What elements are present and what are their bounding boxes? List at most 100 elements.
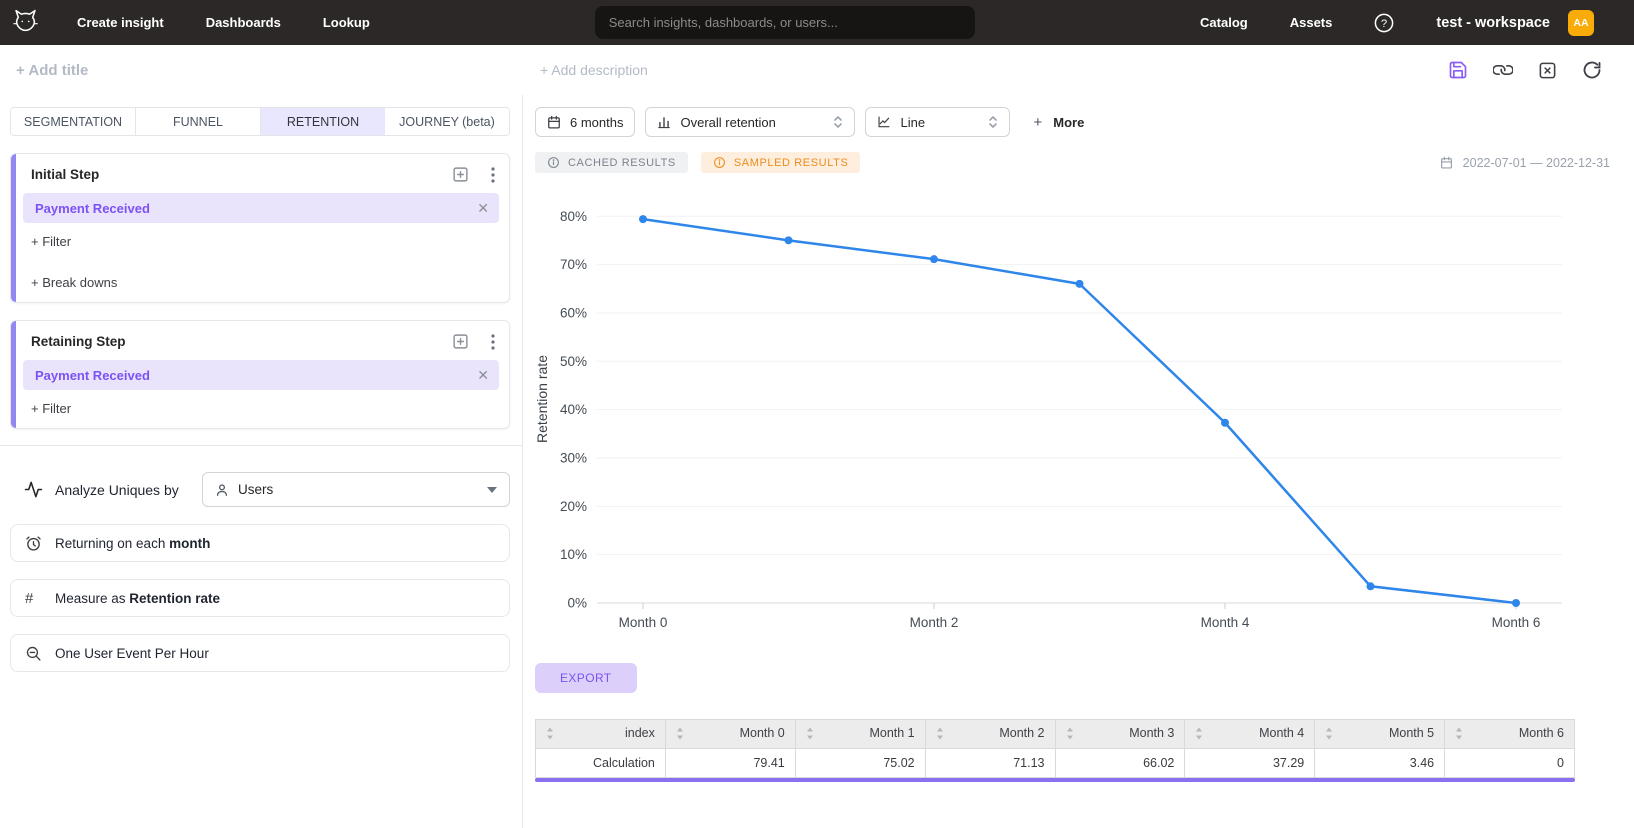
table-cell: 0 bbox=[1444, 748, 1575, 778]
column-header[interactable]: Month 2 bbox=[924, 719, 1056, 749]
export-button[interactable]: EXPORT bbox=[535, 663, 637, 693]
table-cell: 3.46 bbox=[1314, 748, 1446, 778]
sort-icon[interactable] bbox=[1066, 727, 1074, 743]
nav-dashboards[interactable]: Dashboards bbox=[205, 15, 281, 30]
insight-titlebar: + Add title + Add description bbox=[0, 45, 1634, 95]
table-cell: 66.02 bbox=[1054, 748, 1186, 778]
step-title: Initial Step bbox=[31, 167, 100, 182]
svg-text:70%: 70% bbox=[560, 257, 587, 272]
add-title-button[interactable]: + Add title bbox=[16, 61, 89, 79]
tab-segmentation[interactable]: SEGMENTATION bbox=[11, 108, 136, 135]
add-filter-button[interactable]: + Filter bbox=[31, 234, 72, 249]
retention-type-value: Overall retention bbox=[680, 114, 776, 130]
table-cell: Calculation bbox=[535, 748, 666, 778]
remove-event-icon[interactable]: ✕ bbox=[477, 367, 489, 383]
retention-type-select[interactable]: Overall retention bbox=[645, 107, 856, 137]
event-name: Payment Received bbox=[35, 367, 150, 383]
column-header[interactable]: Month 5 bbox=[1314, 719, 1446, 749]
table-row: Calculation 79.41 75.02 71.13 66.02 37.29 3.46… bbox=[535, 748, 1575, 778]
clear-icon[interactable] bbox=[1538, 61, 1557, 80]
app-logo[interactable] bbox=[12, 7, 39, 39]
add-event-icon[interactable] bbox=[452, 166, 469, 183]
analyze-uniques-label: Analyze Uniques by bbox=[55, 481, 179, 498]
add-breakdowns-button[interactable]: + Break downs bbox=[31, 275, 118, 290]
save-icon[interactable] bbox=[1448, 60, 1468, 80]
retaining-step-header: Retaining Step bbox=[11, 321, 509, 358]
tab-journey[interactable]: JOURNEY (beta) bbox=[385, 108, 509, 135]
measure-as-option[interactable]: # Measure as Retention rate bbox=[10, 579, 510, 617]
add-description-button[interactable]: + Add description bbox=[540, 62, 648, 78]
user-icon bbox=[215, 483, 229, 497]
retention-chart[interactable]: 0% 10% 20% 30% 40% 50% 60% 70% 80% Month 0 Month 2… bbox=[533, 177, 1578, 649]
nav-lookup[interactable]: Lookup bbox=[322, 15, 370, 30]
table-cell: 37.29 bbox=[1184, 748, 1316, 778]
one-event-per-hour-option[interactable]: One User Event Per Hour bbox=[10, 634, 510, 672]
cat-logo-icon bbox=[12, 7, 39, 39]
analyze-entity-select[interactable]: Users bbox=[202, 472, 510, 507]
nav-catalog[interactable]: Catalog bbox=[1200, 15, 1248, 30]
returning-on-option[interactable]: Returning on each month bbox=[10, 524, 510, 562]
chevron-down-icon bbox=[487, 486, 497, 493]
secondary-nav: Catalog Assets ? test - workspace AA bbox=[1200, 9, 1594, 36]
analyze-uniques-row: Analyze Uniques by Users bbox=[10, 472, 510, 507]
card-accent-bar bbox=[11, 154, 16, 302]
tab-funnel[interactable]: FUNNEL bbox=[136, 108, 261, 135]
chevrons-updown-icon bbox=[988, 115, 998, 129]
retaining-step-card: Retaining Step Payment Received ✕ + Filt… bbox=[10, 320, 510, 429]
avatar[interactable]: AA bbox=[1568, 9, 1594, 36]
table-scrollbar[interactable] bbox=[535, 778, 1575, 782]
column-label: Month 4 bbox=[1259, 725, 1305, 740]
column-label: Month 6 bbox=[1518, 725, 1564, 740]
more-button[interactable]: + More bbox=[1033, 114, 1084, 131]
column-header[interactable]: Month 3 bbox=[1054, 719, 1186, 749]
add-filter-button[interactable]: + Filter bbox=[31, 401, 72, 416]
tab-retention[interactable]: RETENTION bbox=[261, 108, 385, 135]
sort-icon[interactable] bbox=[806, 727, 814, 743]
results-table-head: index Month 0 Month 1 Month 2 Month 3 Month 4… bbox=[535, 719, 1575, 749]
svg-text:Month 2: Month 2 bbox=[910, 615, 959, 630]
sort-icon[interactable] bbox=[1325, 727, 1333, 743]
kebab-menu-icon[interactable] bbox=[491, 333, 495, 350]
column-header[interactable]: Month 4 bbox=[1184, 719, 1316, 749]
column-header[interactable]: index bbox=[535, 719, 666, 749]
nav-assets[interactable]: Assets bbox=[1289, 15, 1333, 30]
svg-text:Retention rate: Retention rate bbox=[534, 355, 550, 443]
sort-icon[interactable] bbox=[1195, 727, 1203, 743]
search-input[interactable] bbox=[594, 6, 975, 39]
chart-controls: 6 months Overall retention bbox=[533, 107, 1620, 137]
column-label: Month 1 bbox=[869, 725, 915, 740]
column-header[interactable]: Month 0 bbox=[664, 719, 796, 749]
chart-type-select[interactable]: Line bbox=[865, 107, 1011, 137]
column-header[interactable]: Month 1 bbox=[794, 719, 926, 749]
main-content: SEGMENTATION FUNNEL RETENTION JOURNEY (b… bbox=[0, 95, 1634, 828]
sort-icon[interactable] bbox=[546, 727, 554, 743]
refresh-icon[interactable] bbox=[1582, 60, 1602, 80]
global-search bbox=[594, 6, 975, 39]
query-builder-panel: SEGMENTATION FUNNEL RETENTION JOURNEY (b… bbox=[0, 95, 523, 828]
event-pill[interactable]: Payment Received ✕ bbox=[23, 360, 499, 390]
retention-chart-area: 0% 10% 20% 30% 40% 50% 60% 70% 80% Month 0 Month 2… bbox=[533, 177, 1620, 649]
column-label: Month 5 bbox=[1388, 725, 1435, 740]
sort-icon[interactable] bbox=[1455, 727, 1463, 743]
kebab-menu-icon[interactable] bbox=[491, 166, 495, 183]
help-icon[interactable]: ? bbox=[1374, 13, 1394, 33]
primary-nav: Create insight Dashboards Lookup bbox=[77, 15, 370, 30]
top-navbar: Create insight Dashboards Lookup Catalog… bbox=[0, 0, 1634, 45]
nav-create-insight[interactable]: Create insight bbox=[77, 15, 164, 30]
date-window-button[interactable]: 6 months bbox=[535, 107, 636, 137]
svg-text:80%: 80% bbox=[560, 209, 587, 224]
sort-icon[interactable] bbox=[676, 727, 684, 743]
sort-icon[interactable] bbox=[936, 727, 944, 743]
column-header[interactable]: Month 6 bbox=[1444, 719, 1575, 749]
add-event-icon[interactable] bbox=[452, 333, 469, 350]
step-title: Retaining Step bbox=[31, 334, 126, 349]
remove-event-icon[interactable]: ✕ bbox=[477, 200, 489, 216]
chart-type-value: Line bbox=[900, 114, 926, 130]
insight-actions bbox=[1448, 60, 1602, 80]
event-pill[interactable]: Payment Received ✕ bbox=[23, 193, 499, 223]
svg-text:50%: 50% bbox=[560, 354, 587, 369]
svg-text:20%: 20% bbox=[560, 499, 587, 514]
table-cell: 75.02 bbox=[794, 748, 926, 778]
workspace-name[interactable]: test - workspace bbox=[1436, 14, 1550, 31]
link-icon[interactable] bbox=[1493, 60, 1513, 80]
